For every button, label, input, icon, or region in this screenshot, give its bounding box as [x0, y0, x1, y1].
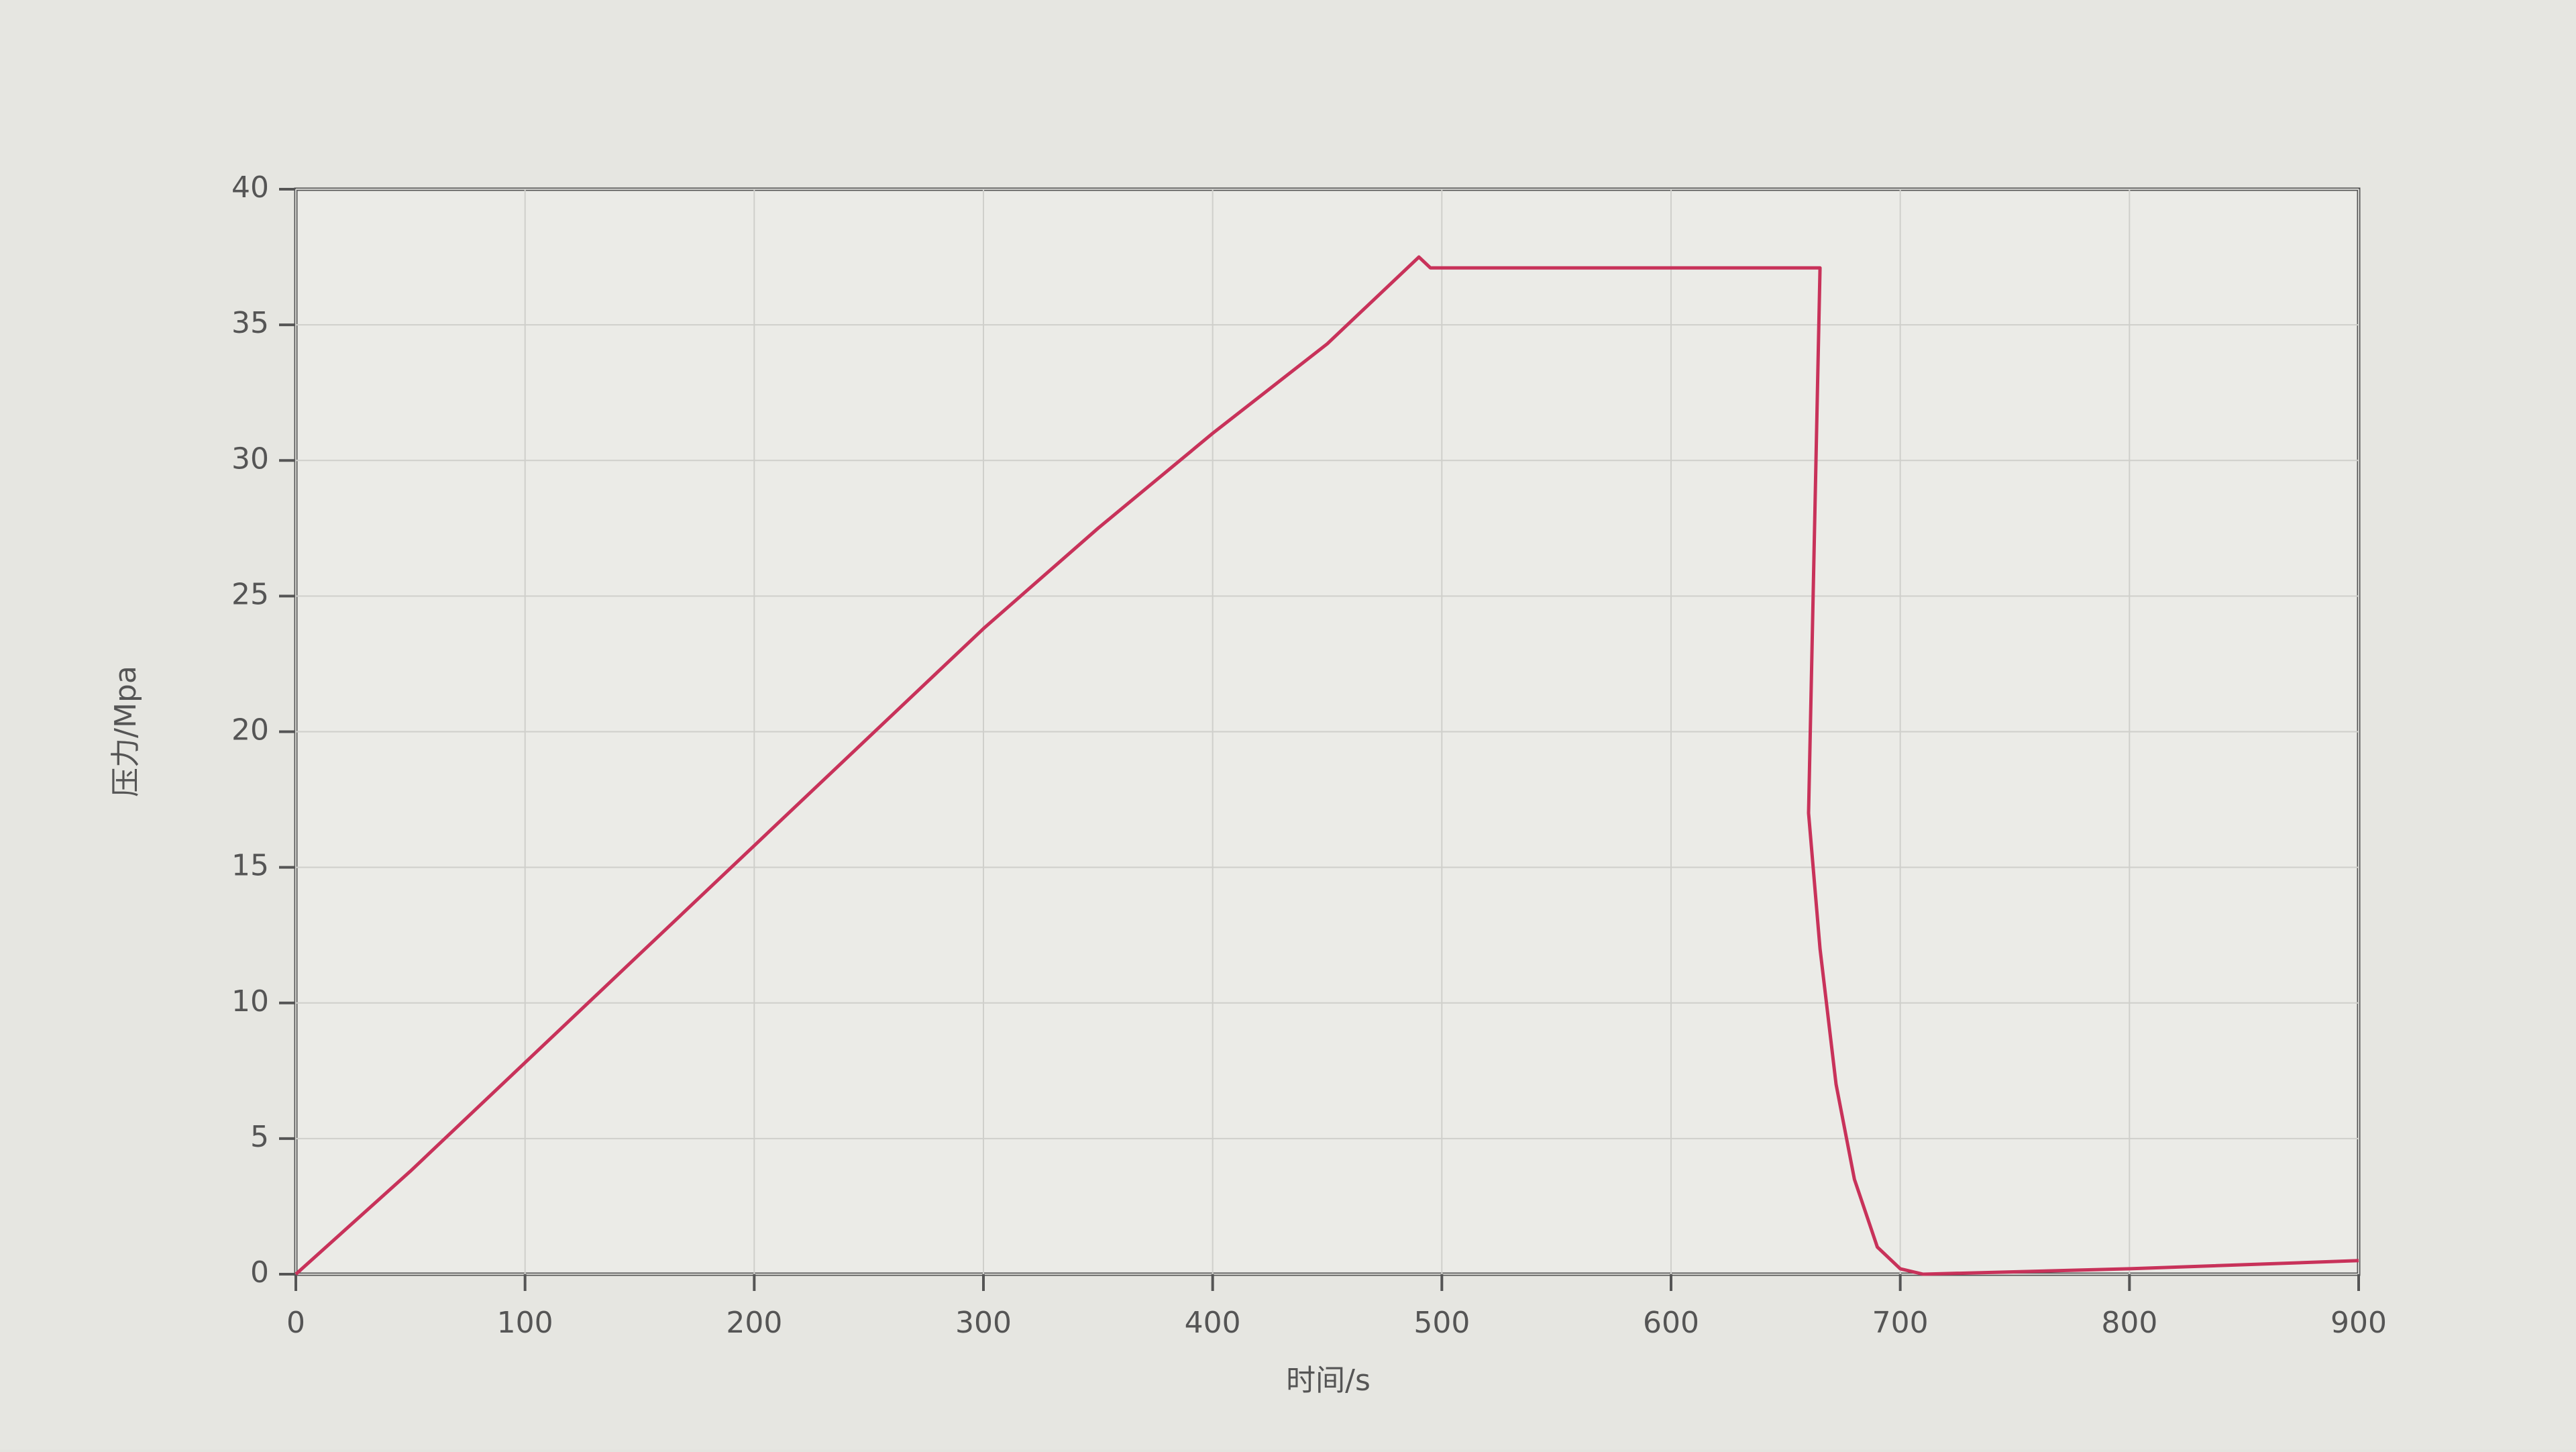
y-tick-label: 35: [231, 306, 269, 340]
x-tick-label: 100: [497, 1306, 553, 1340]
y-tick-label: 30: [231, 442, 269, 476]
y-axis-label: 压力/Mpa: [109, 666, 143, 797]
y-tick-label: 0: [250, 1255, 269, 1290]
x-tick-label: 600: [1643, 1306, 1699, 1340]
data-line: [294, 255, 2359, 1276]
y-tick-label: 40: [231, 170, 269, 205]
x-tick-label: 400: [1185, 1306, 1241, 1340]
y-tick-label: 10: [231, 984, 269, 1019]
x-tick-label: 200: [726, 1306, 782, 1340]
x-tick-label: 300: [955, 1306, 1012, 1340]
x-tick-label: 0: [286, 1306, 305, 1340]
x-tick-label: 900: [2330, 1306, 2387, 1340]
y-tick-label: 25: [231, 577, 269, 611]
x-tick-label: 700: [1872, 1306, 1929, 1340]
y-tick-label: 5: [250, 1120, 269, 1154]
y-tick-label: 20: [231, 713, 269, 747]
x-tick-label: 800: [2101, 1306, 2157, 1340]
x-axis-label: 时间/s: [1286, 1363, 1371, 1398]
x-tick-label: 500: [1413, 1306, 1470, 1340]
y-tick-label: 15: [231, 849, 269, 883]
